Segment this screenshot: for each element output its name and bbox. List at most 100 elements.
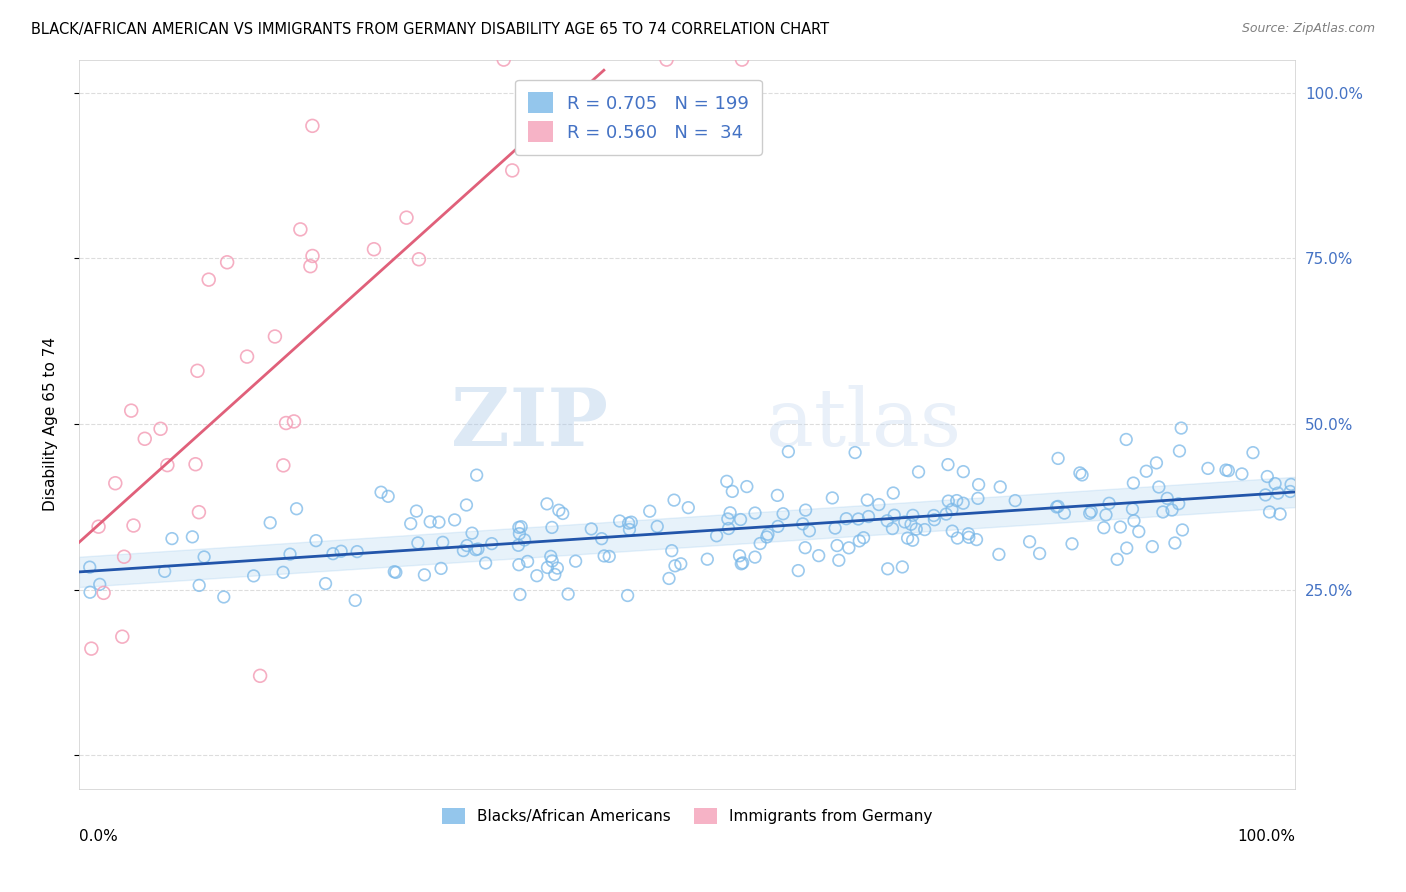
Point: [467, 541, 489, 556]
Point: [122, 518, 145, 533]
Point: [242, 569, 264, 583]
Point: [825, 539, 848, 553]
Point: [564, 554, 586, 568]
Point: [217, 255, 239, 269]
Point: [363, 242, 385, 256]
Point: [1256, 469, 1278, 483]
Point: [285, 501, 308, 516]
Point: [1071, 467, 1094, 482]
Point: [766, 488, 789, 502]
Point: [766, 519, 789, 533]
Point: [508, 526, 530, 541]
Point: [952, 496, 974, 510]
Point: [181, 530, 204, 544]
Point: [946, 531, 969, 545]
Point: [344, 593, 367, 607]
Point: [988, 480, 1011, 494]
Point: [370, 485, 392, 500]
Point: [730, 557, 752, 571]
Point: [1147, 480, 1170, 494]
Point: [193, 549, 215, 564]
Point: [408, 252, 430, 267]
Point: [749, 536, 772, 550]
Point: [1122, 476, 1144, 491]
Point: [846, 512, 869, 526]
Point: [508, 520, 530, 534]
Point: [957, 530, 980, 544]
Point: [377, 489, 399, 503]
Point: [894, 515, 917, 529]
Point: [301, 249, 323, 263]
Point: [430, 561, 453, 575]
Text: ZIP: ZIP: [451, 385, 607, 463]
Point: [465, 468, 488, 483]
Point: [914, 523, 936, 537]
Point: [156, 458, 179, 472]
Point: [721, 484, 744, 499]
Point: [987, 548, 1010, 562]
Point: [1167, 497, 1189, 511]
Point: [1135, 464, 1157, 478]
Point: [593, 549, 616, 563]
Point: [645, 519, 668, 533]
Point: [1060, 537, 1083, 551]
Point: [1121, 502, 1143, 516]
Point: [1109, 520, 1132, 534]
Point: [456, 498, 478, 512]
Point: [249, 669, 271, 683]
Point: [844, 445, 866, 459]
Point: [104, 476, 127, 491]
Point: [134, 432, 156, 446]
Point: [591, 532, 613, 546]
Point: [188, 578, 211, 592]
Point: [259, 516, 281, 530]
Point: [1080, 504, 1102, 518]
Point: [456, 539, 478, 553]
Point: [1053, 506, 1076, 520]
Point: [546, 561, 568, 575]
Point: [395, 211, 418, 225]
Point: [794, 541, 817, 555]
Point: [1115, 433, 1137, 447]
Point: [541, 554, 564, 568]
Point: [952, 465, 974, 479]
Point: [900, 517, 922, 532]
Point: [385, 566, 408, 580]
Point: [1230, 467, 1253, 481]
Legend: Blacks/African Americans, Immigrants from Germany: Blacks/African Americans, Immigrants fro…: [434, 800, 939, 832]
Point: [1268, 507, 1291, 521]
Point: [807, 549, 830, 563]
Point: [662, 493, 685, 508]
Point: [160, 532, 183, 546]
Point: [891, 560, 914, 574]
Point: [419, 515, 441, 529]
Point: [1092, 521, 1115, 535]
Point: [551, 507, 574, 521]
Point: [876, 562, 898, 576]
Point: [299, 259, 322, 273]
Point: [883, 508, 905, 523]
Point: [882, 522, 904, 536]
Point: [413, 567, 436, 582]
Point: [405, 504, 427, 518]
Point: [936, 494, 959, 508]
Point: [346, 544, 368, 558]
Point: [901, 533, 924, 548]
Point: [678, 500, 700, 515]
Point: [536, 497, 558, 511]
Point: [1156, 491, 1178, 506]
Point: [536, 560, 558, 574]
Point: [271, 566, 294, 580]
Point: [315, 576, 337, 591]
Point: [1241, 445, 1264, 459]
Point: [731, 556, 754, 570]
Point: [1098, 496, 1121, 510]
Point: [474, 556, 496, 570]
Point: [941, 502, 963, 516]
Point: [794, 503, 817, 517]
Point: [858, 509, 880, 524]
Point: [501, 163, 523, 178]
Point: [557, 587, 579, 601]
Point: [283, 414, 305, 428]
Point: [427, 515, 450, 529]
